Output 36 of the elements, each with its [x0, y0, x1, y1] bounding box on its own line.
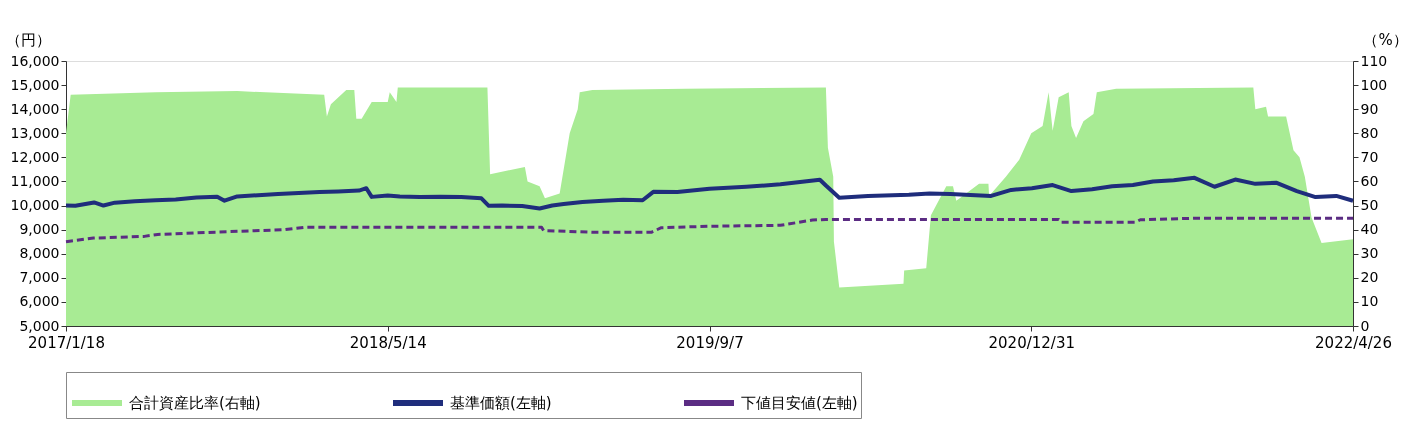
legend-label: 下値目安値(左軸)	[741, 394, 858, 412]
y2-tick-label: 20	[1360, 269, 1379, 286]
y2-tick-label: 0	[1360, 317, 1370, 334]
y2-tick-label: 30	[1360, 245, 1379, 262]
x-tick-label: 2017/1/18	[28, 333, 105, 352]
y2-tick-label: 40	[1360, 221, 1379, 238]
y-tick-label: 12,000	[10, 148, 60, 165]
y-tick-label: 16,000	[10, 52, 60, 69]
x-tick-label: 2022/4/26	[1315, 333, 1392, 352]
x-tick-label: 2019/9/7	[676, 333, 744, 352]
y2-tick-label: 70	[1360, 148, 1379, 165]
y-tick-label: 5,000	[19, 317, 60, 334]
legend-label: 基準価額(左軸)	[450, 394, 552, 412]
y-tick-label: 9,000	[19, 221, 60, 238]
y2-tick-label: 80	[1360, 124, 1379, 141]
y-tick-label: 11,000	[10, 172, 60, 189]
x-tick-label: 2018/5/14	[349, 333, 427, 352]
y2-axis-title: （%）	[1363, 30, 1408, 49]
y-tick-label: 10,000	[10, 197, 60, 214]
y-tick-label: 15,000	[10, 76, 60, 93]
y2-tick-label: 100	[1360, 76, 1388, 93]
y-tick-label: 8,000	[19, 245, 60, 262]
y-axis-title: （円）	[6, 30, 51, 49]
y2-tick-label: 110	[1360, 52, 1388, 69]
line-series	[64, 216, 1355, 244]
x-tick-label: 2020/12/31	[988, 333, 1075, 352]
line-series	[64, 175, 1355, 211]
y-tick-label: 7,000	[19, 269, 60, 286]
y-tick-label: 14,000	[10, 100, 60, 117]
y2-tick-label: 10	[1360, 293, 1379, 310]
y2-tick-label: 50	[1360, 197, 1379, 214]
y-tick-label: 6,000	[19, 293, 60, 310]
y2-tick-label: 60	[1360, 172, 1379, 189]
y2-tick-label: 90	[1360, 100, 1379, 117]
y-tick-label: 13,000	[10, 124, 60, 141]
legend-label: 合計資産比率(右軸)	[129, 394, 261, 412]
